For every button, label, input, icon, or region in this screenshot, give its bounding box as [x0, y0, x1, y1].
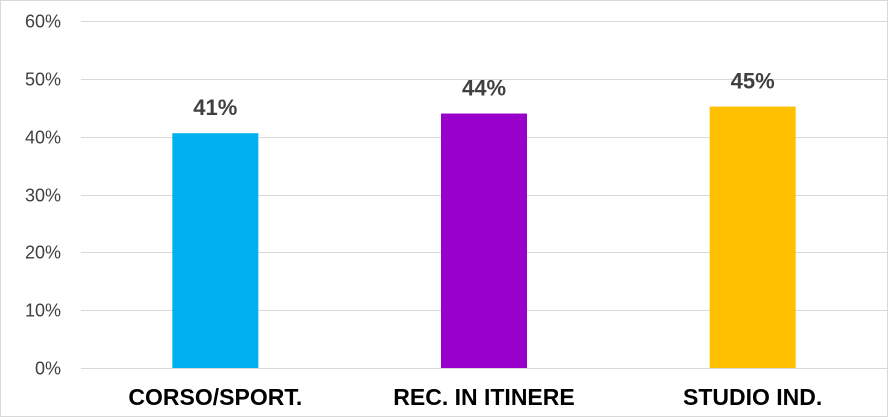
data-label: 44%	[462, 76, 506, 101]
bar	[441, 113, 527, 369]
y-tick-label: 50%	[25, 70, 61, 90]
bar	[172, 133, 259, 368]
y-tick-label: 60%	[25, 12, 61, 32]
data-labels: 41% 44% 45%	[193, 69, 774, 121]
data-label: 41%	[193, 95, 237, 120]
y-tick-label: 10%	[25, 301, 61, 321]
category-label: CORSO/SPORT.	[128, 384, 302, 410]
category-label: REC. IN ITINERE	[393, 384, 574, 410]
data-label: 45%	[731, 69, 775, 94]
y-tick-label: 20%	[25, 243, 61, 263]
bars	[172, 106, 796, 369]
y-tick-label: 40%	[25, 128, 61, 148]
bar	[709, 106, 796, 369]
y-tick-label: 0%	[35, 359, 61, 379]
category-labels: CORSO/SPORT. REC. IN ITINERE STUDIO IND.	[128, 384, 822, 410]
y-axis-tick-labels: 0% 10% 20% 30% 40% 50% 60%	[25, 12, 61, 379]
category-label: STUDIO IND.	[683, 384, 822, 410]
y-tick-label: 30%	[25, 186, 61, 206]
